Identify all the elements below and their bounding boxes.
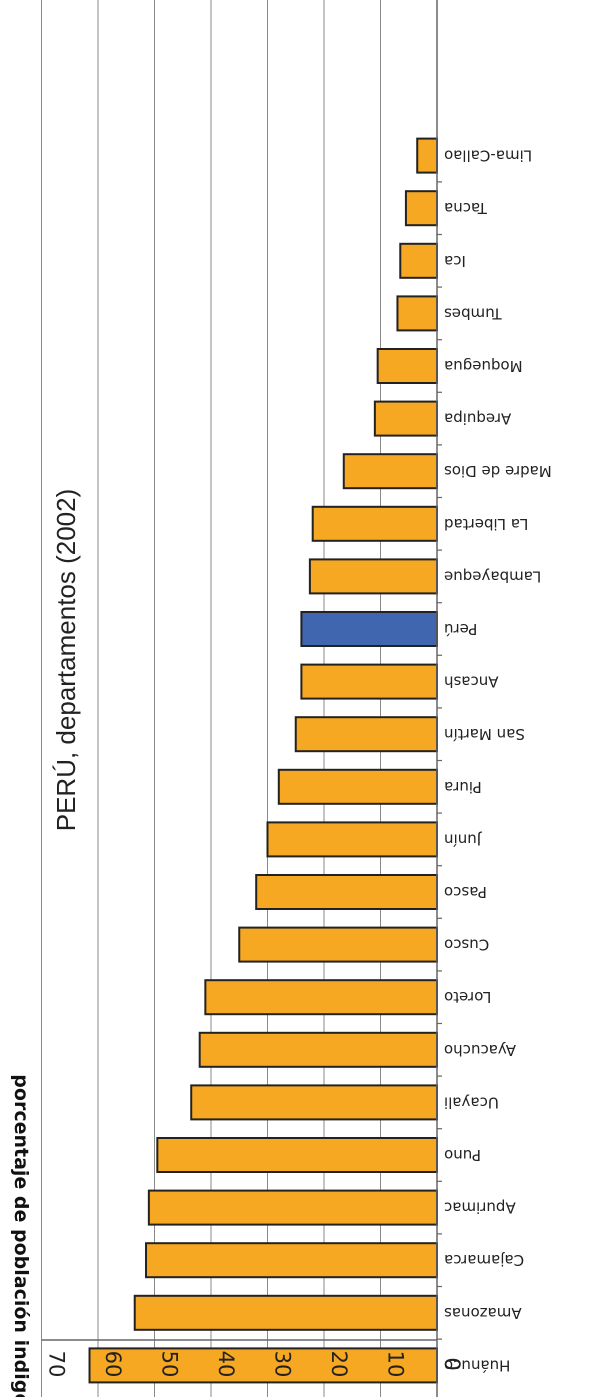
chart-title: PERÚ, departamentos (2002)	[51, 489, 81, 832]
bar-20	[376, 348, 438, 384]
tick-labels: 0 10 20 30 40 50 60 70	[45, 1351, 465, 1378]
category-label-9: Cusco	[444, 936, 489, 954]
tick-label-30: 30	[271, 1351, 295, 1378]
category-labels: HuancavelicaHuánucoAmazonasCajamarcaApur…	[444, 147, 552, 1375]
bar-15	[300, 611, 438, 647]
tick-label-10: 10	[384, 1351, 408, 1378]
category-label-14: Ancash	[444, 673, 499, 691]
bars	[88, 137, 439, 1384]
bar-18	[342, 453, 438, 490]
bar-5	[156, 1137, 438, 1173]
category-label-12: Piura	[444, 778, 482, 796]
bar-1	[88, 1347, 439, 1384]
category-label-16: Lambayeque	[444, 567, 541, 585]
bar-22	[399, 242, 438, 279]
tick-label-20: 20	[327, 1351, 351, 1378]
category-label-2: Amazonas	[444, 1304, 522, 1322]
bar-7	[198, 1031, 438, 1068]
grid-lines	[41, 0, 381, 1397]
category-label-24: Lima-Callao	[444, 147, 532, 165]
category-label-7: Ayacucho	[444, 1041, 516, 1059]
category-label-19: Arequipa	[444, 410, 511, 428]
category-label-3: Cajamarca	[444, 1251, 524, 1269]
category-label-15: Perú	[444, 620, 477, 638]
bar-12	[277, 768, 438, 805]
tick-label-50: 50	[158, 1351, 182, 1378]
category-label-17: La Libertad	[444, 515, 528, 533]
category-label-6: Ucayali	[444, 1093, 499, 1111]
tick-label-0: 0	[440, 1357, 464, 1370]
bar-23	[404, 190, 438, 227]
bar-13	[294, 716, 438, 753]
bar-6	[190, 1084, 438, 1121]
tick-label-60: 60	[101, 1351, 125, 1378]
category-label-4: Apurimac	[444, 1199, 516, 1217]
category-label-1: Huánuco	[444, 1356, 510, 1374]
bar-11	[266, 821, 438, 858]
category-label-13: San Martín	[444, 725, 525, 743]
category-label-5: Puno	[444, 1146, 481, 1164]
bar-21	[396, 295, 439, 332]
y-axis-label: porcentaje de población indigente	[10, 1074, 32, 1397]
axes	[41, 0, 442, 1397]
tick-label-40: 40	[214, 1351, 238, 1378]
bar-14	[300, 663, 438, 700]
category-label-11: Junín	[444, 830, 482, 848]
bar-8	[204, 979, 438, 1016]
category-label-21: Tumbes	[444, 304, 503, 322]
category-label-22: Ica	[444, 252, 466, 270]
bar-4	[147, 1189, 438, 1226]
category-label-10: Pasco	[444, 883, 487, 901]
category-label-18: Madre de Dios	[444, 462, 552, 480]
bar-24	[416, 137, 439, 174]
bar-17	[311, 505, 439, 542]
category-label-23: Tacna	[444, 199, 488, 217]
bar-2	[133, 1294, 438, 1331]
bar-3	[145, 1242, 438, 1279]
bar-9	[238, 926, 438, 963]
category-label-8: Loreto	[444, 988, 491, 1006]
bar-19	[373, 400, 439, 437]
bar-10	[255, 874, 439, 910]
tick-label-70: 70	[45, 1351, 69, 1378]
category-label-20: Moquegua	[444, 357, 523, 375]
bar-16	[308, 558, 438, 595]
